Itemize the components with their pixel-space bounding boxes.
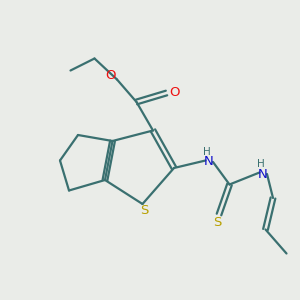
Text: S: S <box>213 216 222 230</box>
Text: N: N <box>204 155 214 169</box>
Text: N: N <box>258 167 268 181</box>
Text: H: H <box>257 159 265 169</box>
Text: H: H <box>203 147 211 157</box>
Text: S: S <box>140 204 148 217</box>
Text: O: O <box>169 86 179 100</box>
Text: O: O <box>105 69 116 82</box>
